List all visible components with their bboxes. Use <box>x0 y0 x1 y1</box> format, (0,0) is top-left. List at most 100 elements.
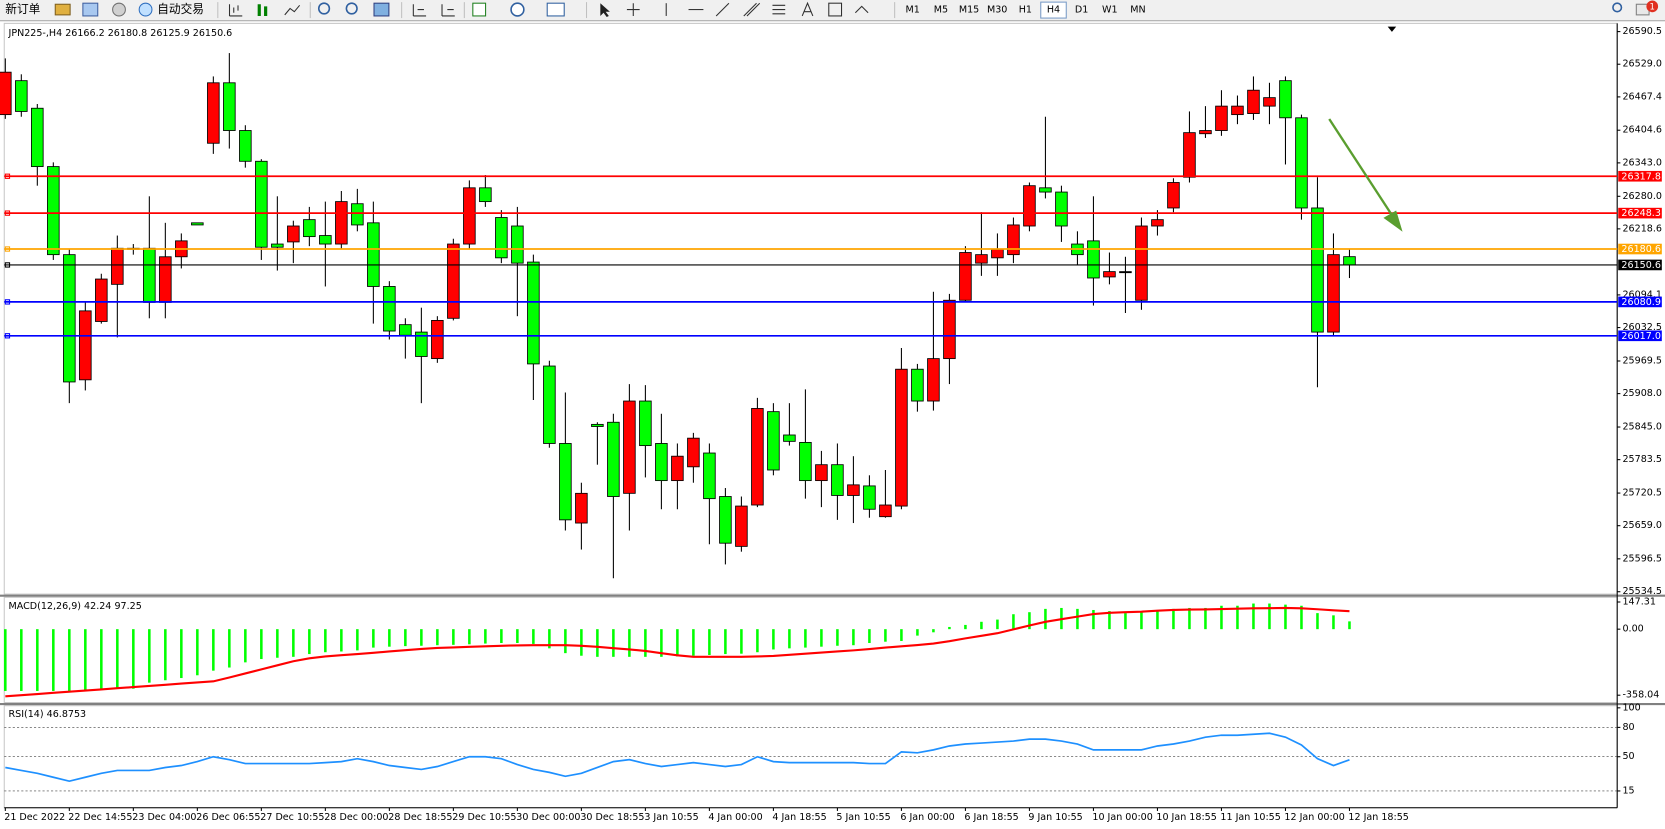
x-tick-label: 23 Dec 04:00 <box>132 812 196 823</box>
macd-bar <box>1204 607 1207 630</box>
notification-count: 1 <box>1650 2 1655 12</box>
timeframe-button[interactable]: M5 <box>928 2 954 19</box>
macd-bar <box>756 629 759 653</box>
macd-bar <box>100 629 103 689</box>
arrow-head <box>1383 210 1403 232</box>
icon-line[interactable] <box>284 4 301 16</box>
icon-zoom-out[interactable] <box>345 2 358 15</box>
macd-bar <box>1268 603 1271 630</box>
candle-body <box>335 201 348 245</box>
macd-bar <box>948 626 951 630</box>
candle-body <box>1343 256 1356 266</box>
candle-body <box>671 455 684 482</box>
timeframe-button[interactable]: D1 <box>1068 2 1095 19</box>
icon-auto[interactable] <box>138 2 153 17</box>
timeframe-button[interactable]: H4 <box>1040 1 1067 19</box>
macd-bar <box>324 629 327 653</box>
y-tick-label: -358.04 <box>1622 690 1659 701</box>
level-line-marker <box>4 299 11 305</box>
last-price-line-marker <box>4 262 11 268</box>
timeframe-box <box>1040 1 1067 19</box>
macd-bar <box>516 629 519 643</box>
icon-cursor[interactable] <box>600 3 610 18</box>
new-order-button[interactable]: 新订单 <box>5 2 40 16</box>
x-tick-label: 10 Jan 00:00 <box>1092 812 1152 823</box>
y-tick-label: 100 <box>1622 702 1640 713</box>
macd-bar <box>436 629 439 646</box>
timeframe-box <box>984 2 1010 19</box>
macd-bar <box>868 629 871 643</box>
icon-crosshair[interactable] <box>626 3 640 16</box>
candle-body <box>15 80 28 112</box>
macd-title: MACD(12,26,9) <box>9 600 82 611</box>
icon-folder[interactable] <box>54 3 71 16</box>
y-tick-label: 26467.4 <box>1622 91 1661 102</box>
candle-body <box>351 203 364 226</box>
icon-autoscroll[interactable] <box>441 4 455 17</box>
candle-body <box>847 484 860 496</box>
macd-bar <box>52 629 55 691</box>
level-line-label-bg <box>1618 296 1662 308</box>
candle-body <box>1231 105 1244 116</box>
icon-tile[interactable] <box>373 2 390 17</box>
timeframe-button[interactable]: W1 <box>1097 2 1123 19</box>
timeframe-label: M30 <box>987 5 1007 16</box>
candle-body <box>1023 185 1036 227</box>
candle-body <box>607 421 620 497</box>
x-tick-label: 27 Dec 10:55 <box>260 812 324 823</box>
candle-body <box>191 222 204 226</box>
candle-body <box>319 235 332 245</box>
price-header: JPN225-,H4 26166.2 26180.8 26125.9 26150… <box>8 27 233 38</box>
macd-bar <box>484 629 487 644</box>
candle-body <box>831 464 844 496</box>
timeframe-button[interactable]: H1 <box>1012 2 1039 19</box>
candle-body <box>1215 105 1228 131</box>
icon-zoom-in[interactable] <box>317 2 331 15</box>
icon-text[interactable] <box>801 1 814 17</box>
timeframe-button[interactable]: M30 <box>984 2 1010 19</box>
candle-body <box>287 225 300 243</box>
icon-periods[interactable] <box>510 2 525 17</box>
auto-trading-button[interactable]: 自动交易 <box>157 2 204 16</box>
icon-channel[interactable] <box>743 2 761 17</box>
x-tick-label: 12 Jan 18:55 <box>1348 812 1408 823</box>
icon-signal[interactable] <box>112 2 126 17</box>
icon-trendline[interactable] <box>715 2 730 17</box>
icon-templates[interactable] <box>546 2 565 17</box>
macd-bar <box>708 629 711 655</box>
y-tick-label: 25845.0 <box>1622 422 1661 433</box>
y-tick-label: 26404.6 <box>1622 125 1661 136</box>
y-tick-label: 25969.5 <box>1622 355 1661 366</box>
macd-bar <box>132 629 135 689</box>
macd-bar <box>596 629 599 657</box>
icon-search[interactable] <box>1612 2 1623 13</box>
macd-bar <box>724 629 727 655</box>
icon-candles[interactable] <box>257 4 268 16</box>
notification-badge[interactable] <box>1646 0 1659 13</box>
macd-bar <box>964 624 967 630</box>
icon-label[interactable] <box>828 2 843 17</box>
icon-indicators[interactable] <box>472 2 487 17</box>
macd-bar <box>372 629 375 648</box>
timeframe-box <box>1125 2 1151 19</box>
timeframe-button[interactable]: M15 <box>956 2 982 19</box>
macd-bar <box>1172 608 1175 630</box>
macd-bar <box>1156 609 1159 630</box>
icon-bars[interactable] <box>228 4 243 17</box>
macd-bar <box>420 629 423 646</box>
macd-bar <box>1332 615 1335 630</box>
timeframe-button[interactable]: M1 <box>899 2 926 19</box>
macd-bar <box>1124 613 1127 630</box>
timeframe-button[interactable]: MN <box>1125 2 1151 19</box>
icon-arrows[interactable] <box>854 5 869 14</box>
icon-shift[interactable] <box>412 4 427 17</box>
macd-bar <box>612 629 615 657</box>
x-tick-label: 22 Dec 14:55 <box>68 812 132 823</box>
icon-fibo[interactable] <box>772 4 786 15</box>
y-tick-label: 26590.5 <box>1622 26 1661 37</box>
candle-body <box>1311 207 1324 333</box>
icon-people[interactable] <box>82 2 99 17</box>
candle-body <box>479 187 492 203</box>
candle-body <box>1039 187 1052 193</box>
